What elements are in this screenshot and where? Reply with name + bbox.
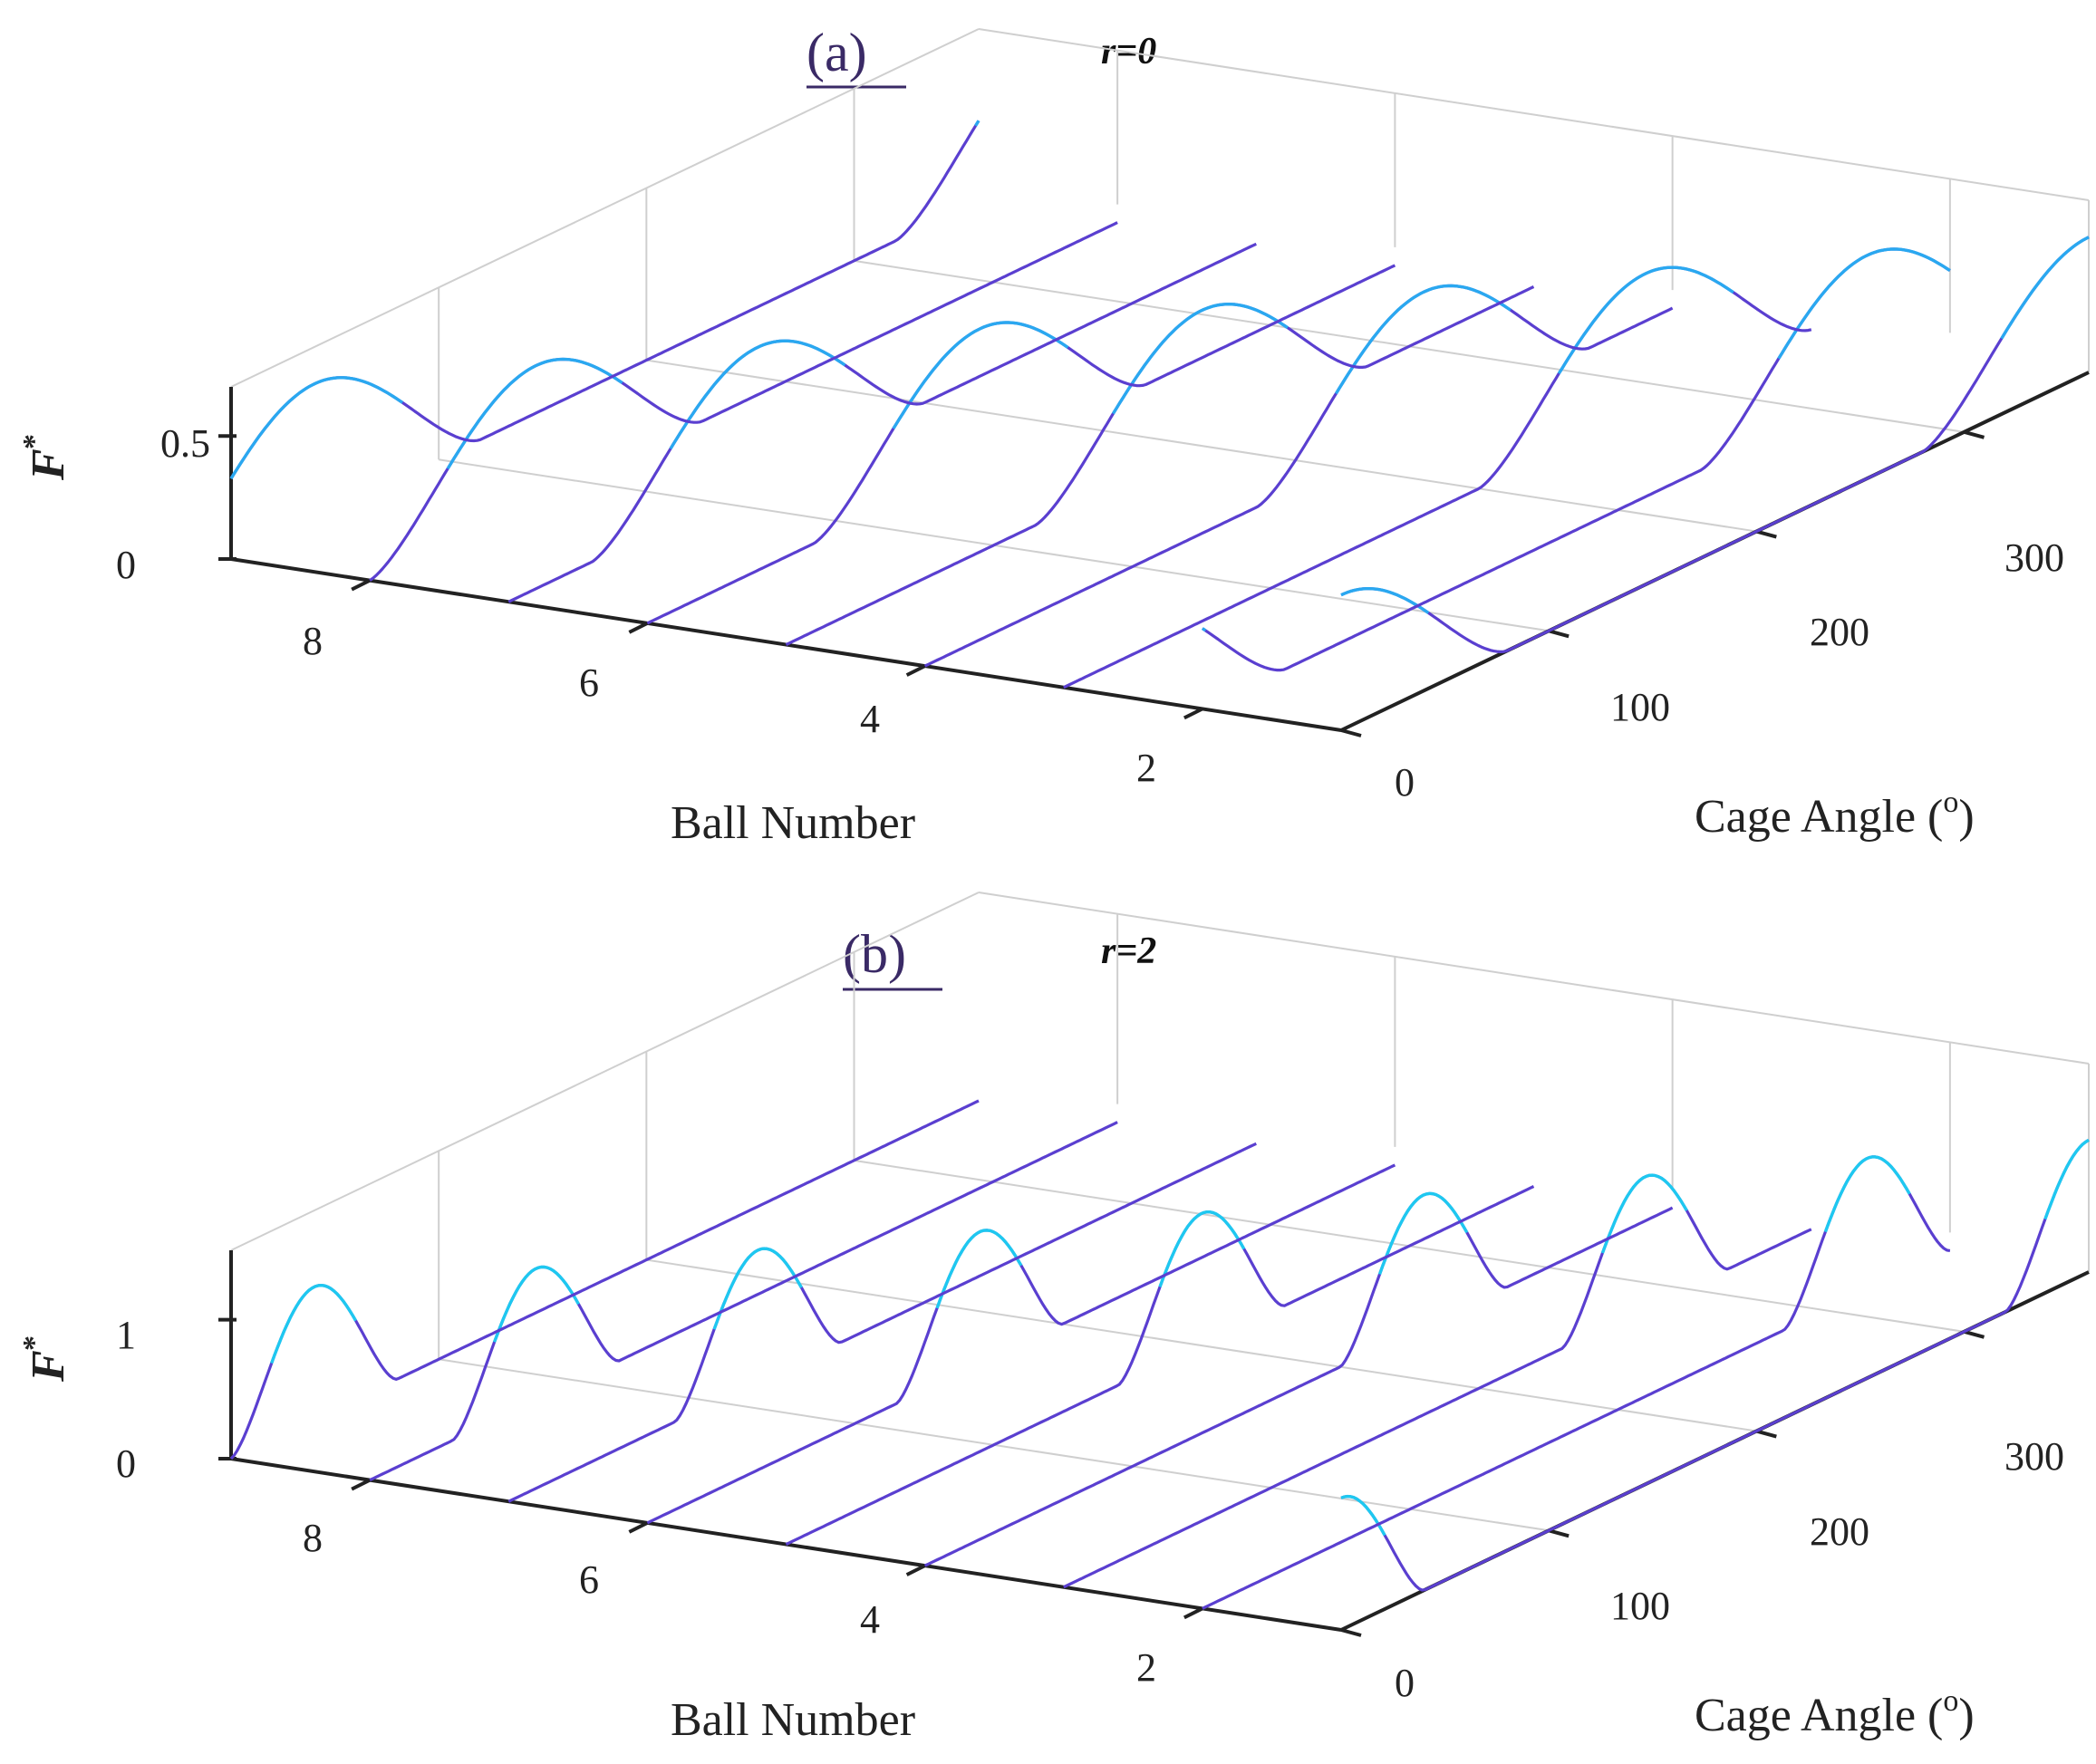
b-angle-tick-mark-300 xyxy=(1963,1329,1985,1339)
panel-a-ztick-0: 0 xyxy=(116,543,136,587)
b-series-peak-ball-5 xyxy=(1158,1210,1246,1287)
b-angle-tick-mark-100 xyxy=(1548,1528,1570,1538)
panel-b-ylabel: Cage Angle (o) xyxy=(1695,1684,1975,1741)
b-ball-tick-mark-6 xyxy=(628,1521,649,1534)
panel-a-angle-tick-100: 100 xyxy=(1610,685,1670,729)
panel-b-angle-tick-200: 200 xyxy=(1810,1509,1869,1554)
a-angle-tick-mark-100 xyxy=(1548,629,1570,639)
a-series-peak-ball-1 xyxy=(1340,236,2090,614)
panel-b-label: (b) xyxy=(843,924,906,984)
panel-b-ztick-0: 0 xyxy=(116,1441,136,1486)
a-series-ball-2 xyxy=(1202,247,1951,672)
b-ball-tick-mark-8 xyxy=(351,1478,372,1491)
panel-a-angle-tick-200: 200 xyxy=(1810,610,1869,654)
b-series-ball-6 xyxy=(646,1163,1396,1525)
svg-text:F: F xyxy=(23,1350,74,1383)
a-ball-tick-mark-8 xyxy=(351,578,372,592)
panel-b-xlabel: Ball Number xyxy=(671,1694,915,1746)
svg-text:*: * xyxy=(17,1335,51,1351)
a-ball-tick-mark-2 xyxy=(1183,707,1203,720)
a-angle-tick-mark-0 xyxy=(1340,728,1362,737)
panel-b-ball-tick-6: 6 xyxy=(579,1557,599,1602)
panel-a-zlabel: F * xyxy=(17,434,74,481)
b-series-peak-ball-4 xyxy=(1377,1191,1469,1275)
b-series-ball-8 xyxy=(369,1121,1118,1482)
panel-b-ball-tick-8: 8 xyxy=(303,1516,323,1560)
a-series-ball-5 xyxy=(785,285,1535,646)
b-grid-left-top xyxy=(230,892,980,1251)
panel-a-lines xyxy=(229,120,2090,689)
svg-text:*: * xyxy=(17,434,51,449)
a-series-peak-ball-5 xyxy=(1111,302,1289,415)
panel-b-zlabel: F * xyxy=(17,1335,74,1383)
panel-b-angle-tick-100: 100 xyxy=(1610,1584,1670,1628)
a-ball-tick-mark-4 xyxy=(905,664,926,677)
panel-b: (b) r=2 0 1 8 6 4 2 0 100 200 300 Ball N… xyxy=(17,892,2090,1746)
b-angle-tick-mark-200 xyxy=(1755,1429,1777,1439)
a-ball-tick-mark-6 xyxy=(628,622,649,634)
b-series-peak-ball-6 xyxy=(935,1229,1023,1309)
panel-a-ztick-0.5: 0.5 xyxy=(160,421,210,466)
a-series-peak-ball-3 xyxy=(1557,265,1734,375)
b-grid-back-top xyxy=(978,892,2090,1065)
panel-b-ztick-1: 1 xyxy=(116,1313,136,1357)
panel-b-angle-tick-0: 0 xyxy=(1395,1661,1415,1705)
a-series-peak-ball-2 xyxy=(1201,247,1951,632)
b-series-ball-9 xyxy=(229,1099,980,1460)
panel-a-ticks xyxy=(218,429,1985,737)
b-angle-tick-mark-0 xyxy=(1340,1628,1362,1637)
panel-b-grid xyxy=(230,892,2090,1532)
panel-a-label: (a) xyxy=(807,23,867,82)
b-series-ball-1 xyxy=(1340,1138,2090,1592)
a-series-peak-ball-4 xyxy=(1334,284,1512,395)
b-series-ball-4 xyxy=(923,1191,1674,1567)
b-grid-floor-angle-200 xyxy=(646,1258,1757,1432)
a-series-peak-ball-6 xyxy=(892,321,1069,429)
a-series-peak-ball-8 xyxy=(446,357,623,470)
b-series-peak-ball-1 xyxy=(1340,1138,2090,1537)
b-series-peak-ball-3 xyxy=(1600,1173,1688,1254)
b-ball-tick-mark-2 xyxy=(1183,1606,1203,1620)
panel-b-ticks xyxy=(218,1317,1985,1637)
a-series-ball-7 xyxy=(507,242,1257,603)
b-series-ball-5 xyxy=(785,1185,1535,1546)
panel-a-angle-tick-300: 300 xyxy=(2004,535,2064,580)
a-series-ball-1 xyxy=(1340,236,2090,653)
a-grid-left-top xyxy=(230,28,980,388)
panel-a-xlabel: Ball Number xyxy=(671,797,915,849)
a-series-ball-4 xyxy=(923,284,1674,668)
panel-b-ball-tick-4: 4 xyxy=(860,1597,880,1642)
a-series-ball-8 xyxy=(369,221,1118,582)
panel-b-angle-tick-300: 300 xyxy=(2004,1434,2064,1479)
a-series-peak-ball-7 xyxy=(669,339,846,450)
panel-a-grid xyxy=(230,28,2090,632)
panel-a-angle-tick-0: 0 xyxy=(1395,760,1415,805)
panel-a-ball-tick-4: 4 xyxy=(860,697,880,741)
panel-b-title: r=2 xyxy=(1101,930,1156,972)
panel-b-ball-tick-2: 2 xyxy=(1136,1645,1156,1690)
b-series-peak-ball-2 xyxy=(1823,1155,1911,1233)
panel-b-lines xyxy=(229,1099,2090,1610)
b-series-peak-ball-7 xyxy=(712,1247,803,1330)
panel-a-ball-tick-6: 6 xyxy=(579,660,599,705)
a-angle-tick-mark-300 xyxy=(1963,429,1985,439)
b-series-peak-ball-9 xyxy=(270,1283,357,1364)
a-series-ball-6 xyxy=(646,264,1396,625)
panel-a: (a) r=0 0 0.5 8 6 4 2 0 100 200 300 Ball… xyxy=(17,23,2090,849)
a-series-peak-ball-9 xyxy=(229,120,980,480)
a-grid-floor-angle-200 xyxy=(646,359,1757,533)
b-series-peak-ball-8 xyxy=(493,1265,580,1343)
a-series-ball-9 xyxy=(229,120,980,480)
b-ball-tick-mark-4 xyxy=(905,1564,926,1576)
svg-text:F: F xyxy=(23,448,74,481)
b-series-ball-7 xyxy=(507,1142,1257,1503)
a-angle-tick-mark-200 xyxy=(1755,529,1777,539)
panel-a-ball-tick-8: 8 xyxy=(303,619,323,663)
panel-a-ball-tick-2: 2 xyxy=(1136,746,1156,790)
panel-a-ylabel: Cage Angle (o) xyxy=(1695,786,1975,843)
a-grid-back-top xyxy=(978,28,2090,201)
